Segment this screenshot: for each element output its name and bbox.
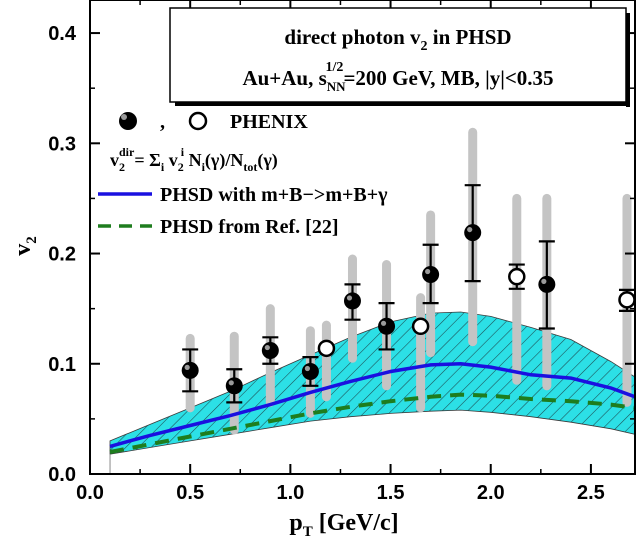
data-point-highlight bbox=[541, 278, 547, 284]
x-axis-label-main: p bbox=[289, 510, 302, 536]
formula-sub-c: 2 bbox=[178, 160, 184, 174]
x-tick-label: 2.0 bbox=[477, 482, 505, 504]
formula-sup-a: dir bbox=[119, 145, 135, 159]
title-box-shadow-bottom bbox=[175, 102, 630, 106]
data-point-highlight bbox=[228, 380, 234, 386]
model-curves bbox=[109, 362, 635, 454]
formula-sub-e: tot bbox=[243, 160, 257, 174]
data-points bbox=[181, 224, 635, 395]
plot-area bbox=[109, 127, 635, 474]
legend-marker-open bbox=[188, 111, 208, 131]
title-line-1-subscript: 2 bbox=[421, 39, 428, 54]
data-point-filled bbox=[301, 362, 319, 380]
x-tick-label: 1.5 bbox=[377, 482, 405, 504]
x-tick-label: 1.0 bbox=[276, 482, 304, 504]
legend-marker-filled-highlight bbox=[121, 114, 127, 120]
title-line-2-subscript: NN bbox=[327, 79, 346, 94]
data-point-open bbox=[508, 267, 526, 286]
formula-sub-d: i bbox=[202, 160, 206, 174]
legend-label-phenix: PHENIX bbox=[230, 111, 308, 133]
title-line-2-main: Au+Au, s bbox=[242, 66, 326, 90]
data-point-filled bbox=[378, 317, 396, 335]
data-point-open bbox=[317, 339, 336, 358]
data-point-filled bbox=[181, 361, 199, 379]
legend-separator: , bbox=[160, 111, 165, 133]
x-tick-label: 0.5 bbox=[176, 482, 204, 504]
data-point-highlight bbox=[304, 365, 311, 372]
formula-sub-b: i bbox=[161, 160, 165, 174]
formula-part-d: N bbox=[184, 150, 202, 170]
y-tick-label: 0.3 bbox=[48, 133, 76, 155]
data-point-filled bbox=[261, 342, 279, 360]
legend: , PHENIX v2dir= Σi v2i Ni(γ)/Ntot(γ) PHS… bbox=[98, 111, 388, 238]
y-tick-label: 0.4 bbox=[48, 23, 77, 45]
title-box-shadow-right bbox=[626, 13, 630, 107]
title-line-1-main: direct photon v bbox=[284, 25, 421, 49]
x-tick-label: 0.0 bbox=[76, 482, 104, 504]
data-point-filled bbox=[538, 275, 556, 293]
formula-part-a: v bbox=[110, 150, 119, 170]
formula-part-e: (γ)/N bbox=[205, 150, 243, 171]
formula-sub-a: 2 bbox=[119, 160, 125, 174]
data-point-filled bbox=[464, 224, 482, 242]
title-box bbox=[169, 7, 627, 103]
y-tick-label: 0.2 bbox=[48, 244, 76, 266]
plot-frame bbox=[89, 0, 636, 475]
y-axis-label-main: v bbox=[10, 244, 36, 256]
x-tick-label: 2.5 bbox=[577, 482, 605, 504]
axis-ticks: 0.0 0.5 1.0 1.5 2.0 2.5 0.0 0.1 0.2 0.3 0.4 bbox=[48, 0, 635, 504]
title-line-2: Au+Au, sNN 1/2=200 GeV, MB, |y|<0.35 bbox=[242, 60, 553, 94]
data-point-filled bbox=[422, 265, 440, 283]
data-point-filled bbox=[343, 292, 361, 310]
y-tick-label: 0.0 bbox=[48, 464, 76, 486]
title-line-1-tail: in PHSD bbox=[428, 25, 512, 49]
data-point-highlight bbox=[184, 364, 190, 370]
y-axis-label-subscript: 2 bbox=[24, 236, 40, 244]
data-point-highlight bbox=[264, 344, 270, 351]
formula-part-c: v bbox=[164, 150, 178, 170]
curve-phsd-mB bbox=[109, 362, 635, 449]
formula-sup-c: i bbox=[181, 145, 185, 159]
data-point-highlight bbox=[380, 320, 387, 326]
x-axis-label-subscript: T bbox=[303, 524, 313, 540]
data-point-highlight bbox=[346, 295, 353, 301]
data-point-filled bbox=[225, 377, 243, 395]
legend-formula: v2dir= Σi v2i Ni(γ)/Ntot(γ) bbox=[110, 145, 278, 174]
y-tick-label: 0.1 bbox=[48, 354, 76, 376]
title-line-2-superscript: 1/2 bbox=[326, 60, 344, 75]
y-axis-label: v2 bbox=[10, 236, 40, 256]
title-line-2-tail: =200 GeV, MB, |y|<0.35 bbox=[343, 66, 553, 90]
legend-marker-filled bbox=[119, 112, 137, 130]
legend-label-dashed: PHSD from Ref. [22] bbox=[160, 216, 338, 238]
curve-phsd-ref22 bbox=[109, 392, 635, 454]
data-point-open bbox=[618, 291, 635, 309]
x-axis-label-tail: [GeV/c] bbox=[313, 510, 399, 536]
formula-part-b: = Σ bbox=[134, 150, 161, 170]
data-point-open bbox=[411, 317, 430, 336]
data-point-highlight bbox=[467, 226, 473, 233]
x-axis-label: pT [GeV/c] bbox=[289, 510, 398, 540]
legend-label-solid: PHSD with m+B−>m+B+γ bbox=[160, 184, 388, 206]
formula-part-f: (γ) bbox=[257, 150, 277, 171]
data-point-highlight bbox=[425, 268, 431, 275]
title-line-1: direct photon v2 in PHSD bbox=[284, 25, 511, 54]
